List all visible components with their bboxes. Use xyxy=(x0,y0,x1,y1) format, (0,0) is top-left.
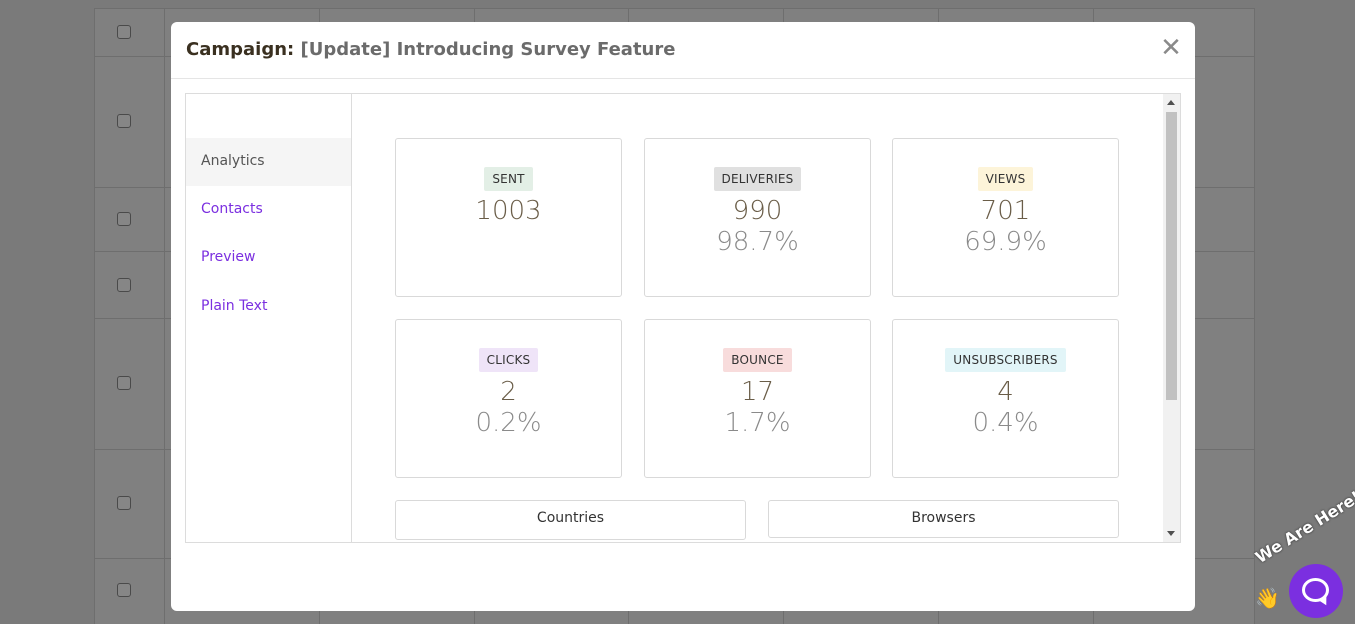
table-column-divider xyxy=(164,9,165,624)
stat-percent: 0.4% xyxy=(972,408,1039,438)
modal-header: Campaign: [Update] Introducing Survey Fe… xyxy=(171,22,1195,79)
stat-badge: VIEWS xyxy=(977,167,1034,191)
sidebar-item-plain-text[interactable]: Plain Text xyxy=(201,298,268,314)
stat-card-bounce: BOUNCE 17 1.7% xyxy=(644,319,871,478)
title-prefix: Campaign: xyxy=(186,39,295,60)
chat-bubble-tail xyxy=(1317,596,1330,608)
stat-percent: 69.9% xyxy=(964,227,1047,257)
campaign-name: [Update] Introducing Survey Feature xyxy=(300,39,676,60)
sidebar-item-preview[interactable]: Preview xyxy=(201,249,256,265)
countries-panel-header[interactable]: Countries xyxy=(395,500,746,540)
sidebar-item-analytics[interactable]: Analytics xyxy=(186,138,351,186)
modal-body: Analytics Contacts Preview Plain Text SE… xyxy=(185,93,1181,543)
stat-badge: CLICKS xyxy=(478,348,539,372)
stat-value: 1003 xyxy=(475,196,542,226)
modal-title: Campaign: [Update] Introducing Survey Fe… xyxy=(186,39,675,60)
stat-card-deliveries: DELIVERIES 990 98.7% xyxy=(644,138,871,297)
stat-badge: DELIVERIES xyxy=(713,167,802,191)
stat-badge: BOUNCE xyxy=(723,348,792,372)
stat-badge: UNSUBSCRIBERS xyxy=(945,348,1066,372)
row-checkbox[interactable] xyxy=(117,114,131,128)
analytics-panel: SENT 1003 DELIVERIES 990 98.7% VIEWS 701… xyxy=(353,94,1163,542)
waving-hand-icon: 👋 xyxy=(1255,586,1280,610)
stat-percent: 0.2% xyxy=(475,408,542,438)
sidebar: Analytics Contacts Preview Plain Text xyxy=(186,94,352,542)
scroll-thumb[interactable] xyxy=(1166,112,1177,400)
row-checkbox[interactable] xyxy=(117,376,131,390)
stat-value: 701 xyxy=(980,196,1031,226)
stat-card-views: VIEWS 701 69.9% xyxy=(892,138,1119,297)
close-icon[interactable]: ✕ xyxy=(1160,33,1182,63)
stat-card-sent: SENT 1003 xyxy=(395,138,622,297)
campaign-modal: Campaign: [Update] Introducing Survey Fe… xyxy=(171,22,1195,611)
stat-value: 4 xyxy=(997,377,1014,407)
browsers-panel-header[interactable]: Browsers xyxy=(768,500,1119,538)
stat-value: 2 xyxy=(500,377,517,407)
row-checkbox[interactable] xyxy=(117,583,131,597)
chat-teaser-text[interactable]: We Are Here! xyxy=(1251,487,1355,567)
row-checkbox[interactable] xyxy=(117,496,131,510)
row-checkbox[interactable] xyxy=(117,212,131,226)
chat-launcher-button[interactable] xyxy=(1289,564,1343,618)
stat-percent: 1.7% xyxy=(724,408,791,438)
sidebar-item-contacts[interactable]: Contacts xyxy=(201,201,263,217)
stat-badge: SENT xyxy=(484,167,533,191)
chat-bubble-icon xyxy=(1302,578,1329,602)
stat-card-clicks: CLICKS 2 0.2% xyxy=(395,319,622,478)
scroll-down-icon[interactable] xyxy=(1167,531,1175,536)
row-checkbox[interactable] xyxy=(117,278,131,292)
stat-value: 17 xyxy=(740,377,775,407)
stat-percent: 98.7% xyxy=(716,227,799,257)
stat-value: 990 xyxy=(732,196,783,226)
stat-card-unsubscribers: UNSUBSCRIBERS 4 0.4% xyxy=(892,319,1119,478)
scroll-up-icon[interactable] xyxy=(1167,100,1175,105)
row-checkbox[interactable] xyxy=(117,25,131,39)
scrollbar[interactable] xyxy=(1163,94,1180,542)
